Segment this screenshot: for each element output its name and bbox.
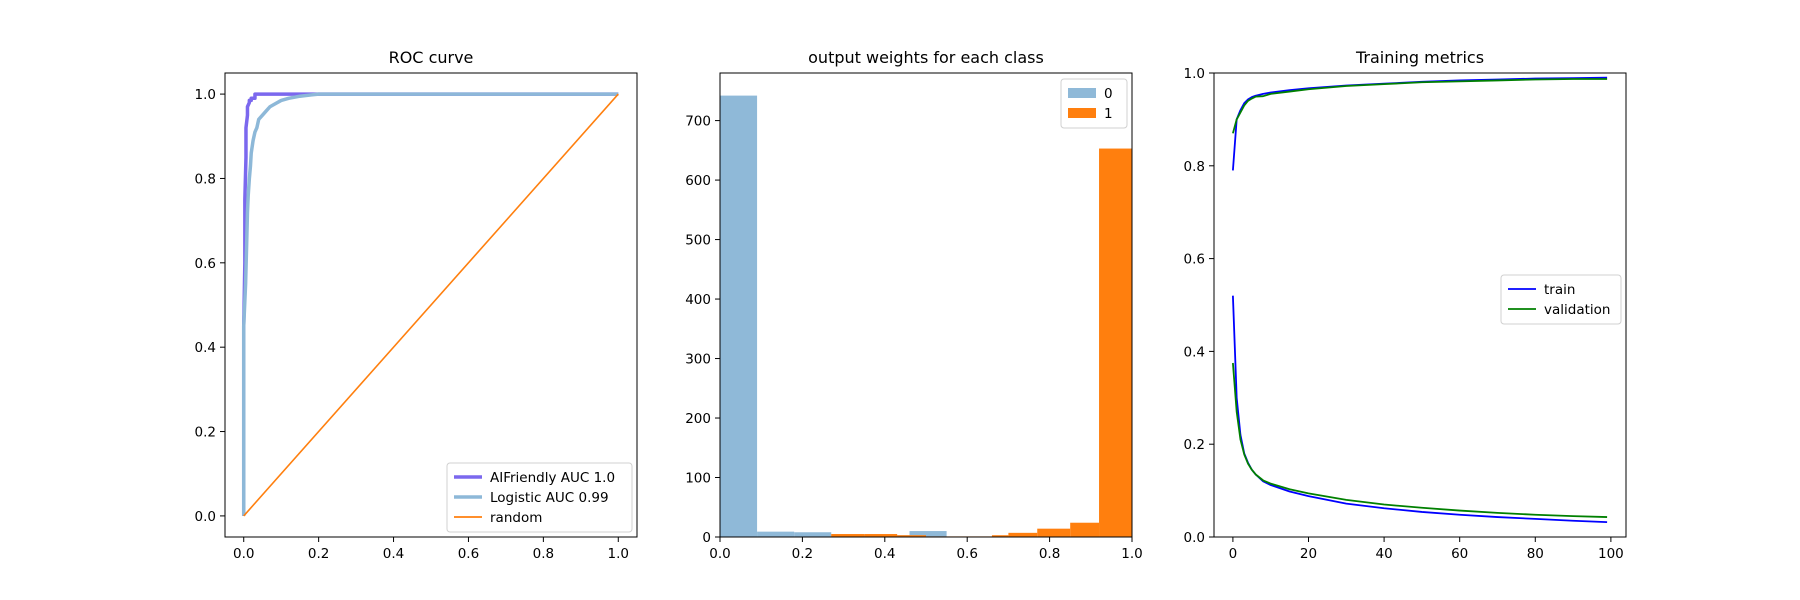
legend: AIFriendly AUC 1.0 Logistic AUC 0.99 rando… — [446, 462, 633, 533]
histogram-bar-class-1 — [1008, 532, 1038, 537]
y-tick-label: 0.8 — [1184, 159, 1205, 175]
x-tick-label: 0.0 — [233, 546, 254, 562]
x-tick-label: 80 — [1527, 546, 1544, 562]
histogram-bar-class-1 — [831, 534, 865, 537]
histogram-bar-class-0 — [757, 531, 795, 537]
y-tick-label: 500 — [685, 233, 711, 249]
y-tick-label: 600 — [685, 173, 711, 189]
legend-label: Logistic AUC 0.99 — [490, 490, 609, 506]
series-line-validation — [1232, 362, 1608, 518]
legend-swatch — [1068, 108, 1096, 118]
histogram-bar-class-0 — [909, 531, 947, 537]
legend: train validation — [1500, 274, 1622, 325]
series-line-random — [243, 93, 619, 517]
y-tick-label: 100 — [685, 471, 711, 487]
hist-plot-area — [720, 95, 1132, 537]
roc-plot-area — [241, 92, 619, 517]
x-tick-label: 0.8 — [533, 546, 554, 562]
legend-label: random — [490, 510, 542, 526]
x-tick-label: 60 — [1451, 546, 1468, 562]
x-tick-label: 0.6 — [956, 546, 977, 562]
y-tick-label: 0.6 — [1184, 252, 1205, 268]
legend: 01 — [1060, 78, 1128, 129]
x-tick-label: 1.0 — [608, 546, 629, 562]
x-tick-label: 0.2 — [308, 546, 329, 562]
x-tick-label: 0.8 — [1039, 546, 1060, 562]
y-tick-label: 300 — [685, 352, 711, 368]
series-line-aifriendly-auc-1-0 — [241, 92, 619, 516]
y-tick-label: 0.0 — [1184, 530, 1205, 546]
chart-title: Training metrics — [1355, 48, 1484, 67]
legend-label: train — [1544, 282, 1575, 298]
training-metrics-panel: 0 20 40 60 80 100 0.0 0.2 0.4 0.6 0.8 1.0 Training m… — [1184, 48, 1627, 562]
x-tick-label: 40 — [1375, 546, 1392, 562]
x-tick-label: 1.0 — [1121, 546, 1142, 562]
histogram-bar-class-0 — [720, 95, 758, 537]
roc-curve-panel: 0.0 0.2 0.4 0.6 0.8 1.0 0.0 0.2 0.4 0.6 0.8 1.0 ROC … — [195, 48, 638, 562]
legend-label: validation — [1544, 302, 1610, 318]
legend-label: 1 — [1104, 106, 1113, 122]
x-tick-label: 0.6 — [458, 546, 479, 562]
y-tick-label: 0.8 — [195, 171, 216, 187]
histogram-bar-class-1 — [1037, 528, 1071, 537]
x-tick-label: 20 — [1300, 546, 1317, 562]
output-weights-panel: 0.0 0.2 0.4 0.6 0.8 1.00100200300400500600700… — [685, 48, 1143, 562]
axes-frame — [224, 72, 638, 538]
y-tick-label: 0.4 — [195, 340, 216, 356]
y-tick-label: 0.4 — [1184, 344, 1205, 360]
series-line-train — [1232, 76, 1608, 171]
x-tick-label: 0.2 — [792, 546, 813, 562]
x-tick-label: 0.0 — [709, 546, 730, 562]
x-tick-label: 0.4 — [383, 546, 404, 562]
histogram-bar-class-1 — [991, 535, 1009, 537]
histogram-bar-class-1 — [864, 534, 898, 537]
y-tick-label: 0.0 — [195, 509, 216, 525]
legend-label: 0 — [1104, 86, 1113, 102]
series-line-logistic-auc-0-99 — [241, 92, 619, 516]
histogram-bar-class-0 — [794, 532, 832, 537]
legend-box — [1060, 78, 1128, 129]
histogram-bar-class-1 — [1099, 148, 1132, 537]
y-tick-label: 200 — [685, 411, 711, 427]
axes-frame — [1213, 72, 1627, 538]
x-tick-label: 100 — [1598, 546, 1624, 562]
x-tick-label: 0.4 — [874, 546, 895, 562]
histogram-bar-class-1 — [1070, 522, 1100, 537]
chart-title: ROC curve — [389, 48, 474, 67]
y-tick-label: 700 — [685, 114, 711, 130]
legend-box — [1500, 274, 1622, 325]
y-tick-label: 1.0 — [195, 87, 216, 103]
y-tick-label: 0.6 — [195, 256, 216, 272]
legend-swatch — [1068, 88, 1096, 98]
legend-label: AIFriendly AUC 1.0 — [490, 470, 615, 486]
axes-frame — [719, 72, 1133, 538]
metrics-plot-area — [1232, 76, 1608, 524]
legend-box — [446, 462, 633, 533]
chart-title: output weights for each class — [808, 48, 1044, 67]
y-tick-label: 400 — [685, 292, 711, 308]
histogram-bar-class-1 — [897, 535, 926, 537]
y-tick-label: 1.0 — [1184, 66, 1205, 82]
y-tick-label: 0 — [702, 530, 711, 546]
x-tick-label: 0 — [1229, 546, 1238, 562]
series-line-validation — [1232, 78, 1608, 134]
y-tick-label: 0.2 — [195, 425, 216, 441]
y-tick-label: 0.2 — [1184, 437, 1205, 453]
